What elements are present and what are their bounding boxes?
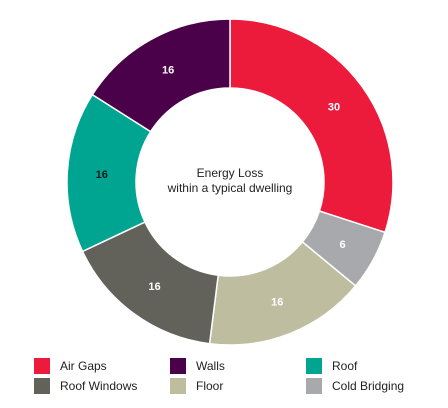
- chart-legend: Air Gaps Walls Roof Roof Windows Floor Cold B…: [34, 357, 434, 397]
- slice-value-labels: 30 6 16 16 16 16: [96, 64, 346, 308]
- legend-item-air-gaps: Air Gaps: [34, 357, 107, 375]
- legend-item-floor: Floor: [170, 377, 223, 395]
- chart-center-title-line-2: within a typical dwelling: [167, 181, 293, 195]
- slice-walls: [91, 18, 231, 133]
- legend-label-walls: Walls: [196, 359, 225, 373]
- slice-value-label-roof: 16: [96, 169, 108, 181]
- legend-item-roof-windows: Roof Windows: [34, 377, 137, 395]
- chart-center-title-line-1: Energy Loss: [197, 166, 264, 180]
- legend-label-floor: Floor: [196, 379, 224, 393]
- donut-chart: 30 6 16 16 16 16 Energy Loss within a typical…: [66, 18, 394, 346]
- legend-swatch-roof: [306, 358, 322, 374]
- legend-swatch-cold-bridging: [306, 378, 322, 394]
- legend-label-roof-windows: Roof Windows: [60, 379, 138, 393]
- slice-value-label-walls: 16: [162, 64, 174, 76]
- legend-label-cold-bridging: Cold Bridging: [332, 379, 405, 393]
- slice-air-gaps: [229, 18, 394, 234]
- legend-label-roof: Roof: [332, 359, 358, 373]
- slice-value-label-cold-bridging: 6: [340, 239, 346, 251]
- legend-item-cold-bridging: Cold Bridging: [306, 377, 404, 395]
- legend-swatch-floor: [170, 378, 186, 394]
- legend-item-roof: Roof: [306, 357, 357, 375]
- slice-value-label-air-gaps: 30: [328, 101, 340, 113]
- slice-value-label-floor: 16: [271, 296, 283, 308]
- legend-item-walls: Walls: [170, 357, 225, 375]
- slice-value-label-roof-windows: 16: [148, 281, 160, 293]
- legend-swatch-roof-windows: [34, 378, 50, 394]
- donut-slices: [66, 18, 394, 346]
- legend-swatch-air-gaps: [34, 358, 50, 374]
- legend-label-air-gaps: Air Gaps: [60, 359, 107, 373]
- legend-swatch-walls: [170, 358, 186, 374]
